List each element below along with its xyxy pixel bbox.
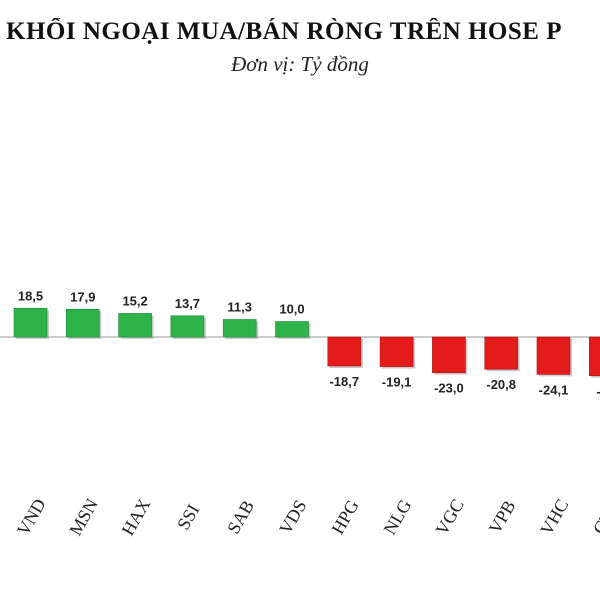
value-label-vds: 10,0 bbox=[279, 302, 304, 317]
bar-group-vgc: -23,0 VGC bbox=[432, 336, 468, 539]
bar-ssi bbox=[170, 315, 205, 338]
bar-group-sab: 11,3 SAB bbox=[222, 299, 259, 537]
bar-ctg bbox=[588, 336, 600, 377]
bar-vnd bbox=[13, 308, 48, 338]
bar-group-ctg: -25 CTG bbox=[588, 336, 600, 538]
category-label-vnd: VND bbox=[13, 495, 50, 539]
value-label-ctg: -25 bbox=[596, 384, 600, 399]
category-label-msn: MSN bbox=[65, 495, 102, 539]
bar-vhc bbox=[536, 336, 571, 375]
value-label-sab: 11,3 bbox=[227, 299, 252, 314]
category-label-ssi: SSI bbox=[173, 501, 203, 534]
bar-vgc bbox=[432, 336, 466, 373]
value-label-hpg: -18,7 bbox=[329, 374, 359, 389]
category-label-nlg: NLG bbox=[379, 496, 415, 538]
bar-hax bbox=[118, 313, 152, 338]
bar-sab bbox=[222, 319, 257, 338]
bar-group-nlg: -19,1 NLG bbox=[379, 336, 415, 538]
bar-group-msn: 17,9 MSN bbox=[65, 289, 102, 539]
value-label-nlg: -19,1 bbox=[382, 375, 412, 390]
bar-group-hax: 15,2 HAX bbox=[117, 293, 154, 538]
value-label-vgc: -23,0 bbox=[434, 381, 464, 396]
category-label-hax: HAX bbox=[117, 495, 154, 539]
value-label-vnd: 18,5 bbox=[18, 288, 43, 303]
bar-group-vpb: -20,8 VPB bbox=[484, 336, 520, 537]
bar-msn bbox=[66, 308, 100, 338]
bar-group-vds: 10,0 VDS bbox=[275, 302, 311, 538]
value-label-ssi: 13,7 bbox=[175, 296, 200, 311]
category-label-ctg: CTG bbox=[589, 496, 600, 537]
bar-group-hpg: -18,7 HPG bbox=[327, 336, 363, 538]
bar-hpg bbox=[327, 336, 362, 367]
bar-nlg bbox=[379, 336, 414, 367]
category-label-vds: VDS bbox=[275, 496, 310, 537]
value-label-hax: 15,2 bbox=[122, 293, 147, 308]
bar-group-vnd: 18,5 VND bbox=[13, 288, 50, 539]
category-label-vhc: VHC bbox=[536, 496, 572, 539]
category-label-vgc: VGC bbox=[432, 496, 468, 539]
bar-vds bbox=[275, 321, 309, 338]
bar-vpb bbox=[484, 336, 519, 370]
bar-group-vhc: -24,1 VHC bbox=[536, 336, 572, 539]
category-label-hpg: HPG bbox=[327, 496, 362, 537]
value-label-msn: 17,9 bbox=[70, 289, 95, 304]
value-label-vhc: -24,1 bbox=[539, 382, 569, 397]
bar-group-ssi: 13,7 SSI bbox=[170, 296, 206, 534]
value-label-vpb: -20,8 bbox=[486, 377, 516, 392]
category-label-vpb: VPB bbox=[485, 497, 520, 537]
chart-subtitle: Đơn vị: Tỷ đồng bbox=[231, 52, 369, 76]
chart-title: KHỐI NGOẠI MUA/BÁN RÒNG TRÊN HOSE P bbox=[6, 18, 562, 45]
category-label-sab: SAB bbox=[223, 497, 258, 537]
